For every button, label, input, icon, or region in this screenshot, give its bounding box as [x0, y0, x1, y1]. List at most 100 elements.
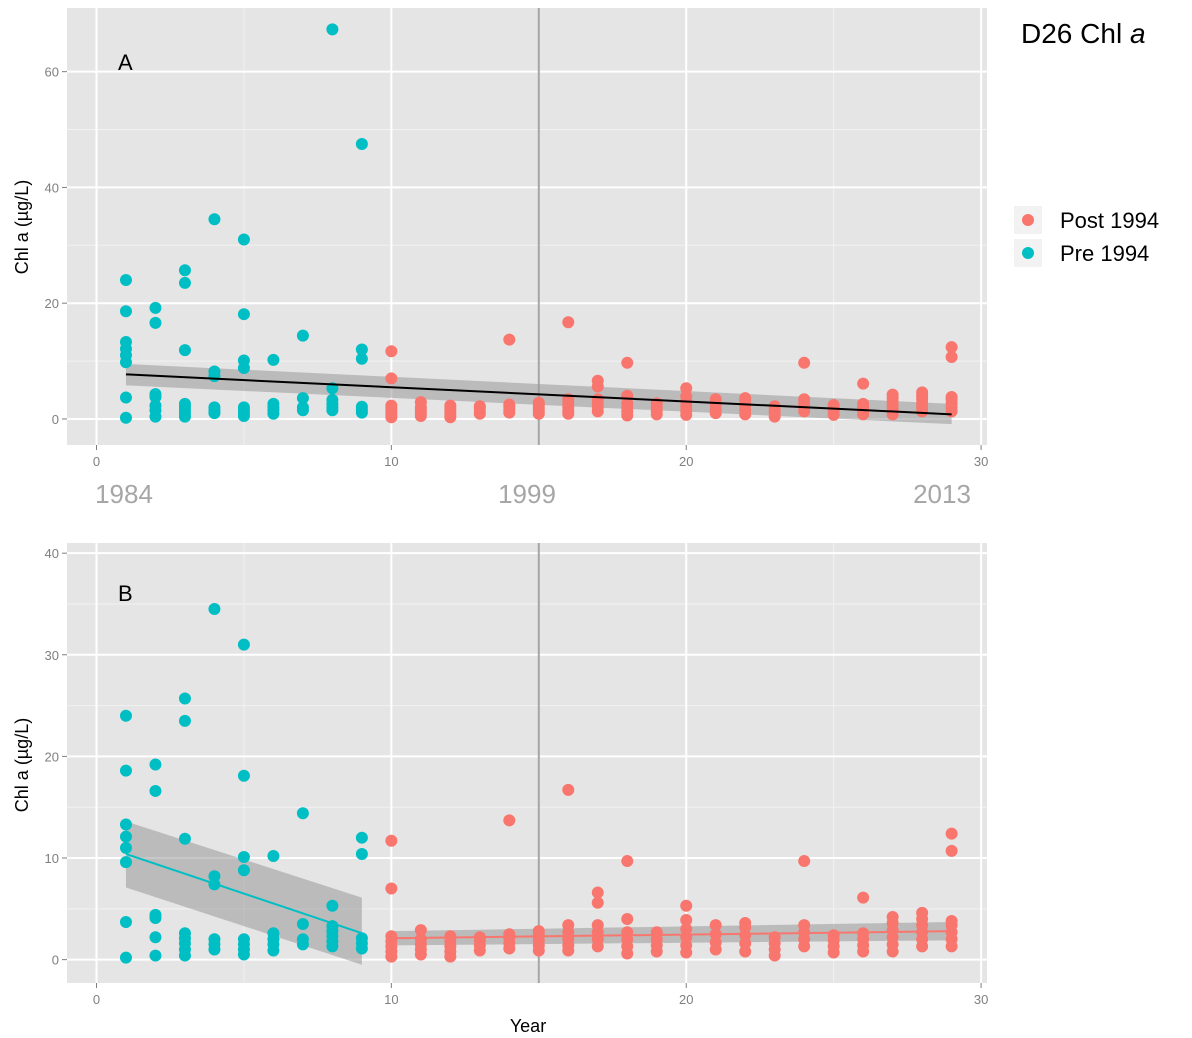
data-point-post-1994	[945, 915, 958, 928]
trend-line	[391, 930, 952, 940]
data-point-post-1994	[562, 919, 575, 932]
data-point-post-1994	[591, 374, 604, 387]
data-point-pre-1994	[149, 388, 162, 401]
panel-a-fit-lines	[125, 373, 952, 416]
data-point-pre-1994	[237, 401, 250, 414]
data-point-pre-1994	[355, 343, 368, 356]
x-tick-label: 30	[974, 454, 988, 469]
data-point-post-1994	[621, 356, 634, 369]
data-point-post-1994	[798, 855, 811, 868]
y-tick-label: 20	[45, 749, 59, 764]
data-point-pre-1994	[178, 927, 191, 940]
data-point-pre-1994	[237, 233, 250, 246]
x-tick-label: 0	[93, 454, 100, 469]
data-point-pre-1994	[326, 393, 339, 406]
data-point-post-1994	[385, 882, 398, 895]
data-point-pre-1994	[237, 864, 250, 877]
data-point-pre-1994	[355, 932, 368, 945]
data-point-post-1994	[503, 333, 516, 346]
data-point-pre-1994	[178, 832, 191, 845]
data-point-post-1994	[473, 400, 486, 413]
data-point-pre-1994	[119, 305, 132, 318]
data-point-post-1994	[945, 341, 958, 354]
data-point-post-1994	[414, 396, 427, 409]
data-point-post-1994	[562, 783, 575, 796]
data-point-post-1994	[916, 386, 929, 399]
data-point-post-1994	[532, 925, 545, 938]
data-point-post-1994	[945, 351, 958, 364]
data-point-post-1994	[945, 827, 958, 840]
data-point-pre-1994	[149, 758, 162, 771]
data-point-pre-1994	[149, 784, 162, 797]
data-point-pre-1994	[208, 933, 221, 946]
data-point-post-1994	[385, 345, 398, 358]
data-point-pre-1994	[149, 949, 162, 962]
data-point-pre-1994	[178, 397, 191, 410]
legend-key-pre-1994	[1022, 247, 1034, 259]
data-point-pre-1994	[208, 870, 221, 883]
data-point-post-1994	[591, 886, 604, 899]
data-point-post-1994	[650, 926, 663, 939]
data-point-pre-1994	[149, 931, 162, 944]
data-point-pre-1994	[119, 841, 132, 854]
data-point-post-1994	[798, 356, 811, 369]
data-point-pre-1994	[149, 399, 162, 412]
y-tick-label: 0	[52, 953, 59, 968]
panel-b-ticks: 0 10 20 30 40 0 10 20 30	[45, 546, 989, 1007]
data-point-pre-1994	[296, 401, 309, 414]
data-point-pre-1994	[267, 927, 280, 940]
x-tick-label: 30	[974, 992, 988, 1007]
data-point-pre-1994	[178, 344, 191, 357]
y-tick-label: 40	[45, 180, 59, 195]
data-point-pre-1994	[237, 638, 250, 651]
data-point-pre-1994	[149, 301, 162, 314]
panel-a-y-axis-title: Chl a (µg/L)	[12, 180, 32, 274]
x-tick-label: 0	[93, 992, 100, 1007]
data-point-pre-1994	[237, 769, 250, 782]
data-point-post-1994	[414, 924, 427, 937]
data-point-pre-1994	[178, 692, 191, 705]
legend-key-post-1994	[1022, 214, 1034, 226]
figure-title-text: D26 Chl	[1021, 18, 1122, 49]
y-tick-label: 30	[45, 648, 59, 663]
data-point-post-1994	[532, 396, 545, 409]
data-point-pre-1994	[208, 213, 221, 226]
data-point-pre-1994	[237, 354, 250, 367]
data-point-post-1994	[621, 389, 634, 402]
data-point-post-1994	[857, 891, 870, 904]
data-point-pre-1994	[326, 899, 339, 912]
data-point-pre-1994	[119, 274, 132, 287]
data-point-pre-1994	[355, 847, 368, 860]
data-point-pre-1994	[178, 714, 191, 727]
confidence-band	[391, 922, 952, 946]
data-point-pre-1994	[355, 138, 368, 151]
data-point-pre-1994	[149, 316, 162, 329]
data-point-post-1994	[414, 933, 427, 946]
x-tick-label: 10	[384, 454, 398, 469]
data-point-post-1994	[503, 814, 516, 827]
data-point-post-1994	[680, 923, 693, 936]
data-point-post-1994	[385, 372, 398, 385]
data-point-pre-1994	[119, 764, 132, 777]
data-point-pre-1994	[119, 830, 132, 843]
data-point-post-1994	[857, 397, 870, 410]
data-point-post-1994	[385, 930, 398, 943]
data-point-post-1994	[886, 388, 899, 401]
data-point-pre-1994	[119, 411, 132, 424]
data-point-pre-1994	[208, 603, 221, 616]
year-label-mid: 1999	[498, 479, 556, 509]
data-point-pre-1994	[296, 392, 309, 405]
data-point-pre-1994	[119, 818, 132, 831]
data-point-pre-1994	[178, 264, 191, 277]
y-tick-label: 10	[45, 851, 59, 866]
panel-a-label: A	[118, 50, 133, 75]
data-point-post-1994	[621, 855, 634, 868]
y-tick-label: 0	[52, 412, 59, 427]
y-tick-label: 20	[45, 296, 59, 311]
data-point-pre-1994	[267, 849, 280, 862]
panel-b-background	[67, 543, 987, 983]
data-point-pre-1994	[355, 352, 368, 365]
data-point-post-1994	[385, 834, 398, 847]
